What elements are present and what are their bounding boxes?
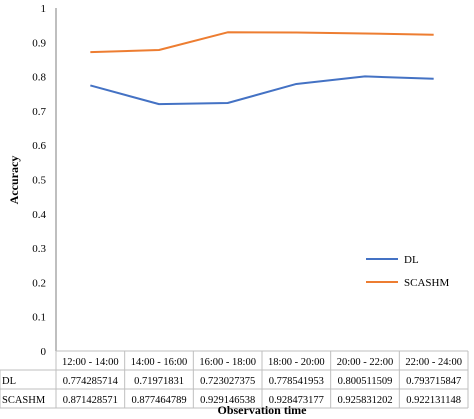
y-tick-label: 1 — [41, 3, 47, 15]
y-tick-label: 0.5 — [32, 175, 46, 187]
y-tick-label: 0.3 — [32, 243, 46, 255]
y-tick-label: 0.4 — [32, 209, 46, 221]
table-cell-value: 0.929146538 — [200, 395, 255, 406]
table-row-label: DL — [2, 376, 16, 387]
table-cell-value: 0.877464789 — [131, 395, 186, 406]
y-tick-labels: 0 0.1 0.2 0.3 0.4 0.5 0.6 0.7 0.8 0.9 1 — [32, 3, 46, 358]
table-cell-value: 0.71971831 — [134, 376, 184, 387]
x-category-label: 12:00 - 14:00 — [62, 357, 119, 368]
legend-label: SCASHM — [404, 277, 449, 289]
y-axis-title: Accuracy — [7, 156, 21, 205]
table-cell-value: 0.723027375 — [200, 376, 255, 387]
x-category-label: 18:00 - 20:00 — [268, 357, 325, 368]
y-tick-label: 0.7 — [32, 106, 46, 118]
table-row-label: SCASHM — [2, 395, 46, 406]
series-lines — [90, 31, 434, 106]
x-category-label: 14:00 - 16:00 — [131, 357, 188, 368]
table-cell-value: 0.925831202 — [337, 395, 392, 406]
table-cell-value: 0.928473177 — [269, 395, 324, 406]
table-cell-value: 0.778541953 — [269, 376, 324, 387]
x-category-label: 20:00 - 22:00 — [337, 357, 394, 368]
y-tick-label: 0.9 — [32, 37, 46, 49]
y-tick-label: 0.6 — [32, 140, 46, 152]
series-line-scashm — [90, 31, 434, 54]
table-cell-value: 0.800511509 — [338, 376, 393, 387]
data-table: 12:00 - 14:00 14:00 - 16:00 16:00 - 18:00 1… — [0, 350, 469, 409]
y-tick-label: 0.8 — [32, 72, 46, 84]
table-cell-value: 0.793715847 — [406, 376, 461, 387]
x-category-label: 22:00 - 24:00 — [405, 357, 462, 368]
series-line-dl — [90, 75, 434, 106]
x-category-label: 16:00 - 18:00 — [199, 357, 256, 368]
y-tick-label: 0.2 — [32, 277, 46, 289]
y-tick-label: 0.1 — [32, 312, 46, 324]
table-cell-value: 0.774285714 — [63, 376, 119, 387]
x-axis-title: Observation time — [218, 403, 308, 417]
legend-label: DL — [404, 254, 419, 266]
table-cell-value: 0.871428571 — [63, 395, 118, 406]
legend: DL SCASHM — [366, 254, 449, 289]
table-cell-value: 0.922131148 — [406, 395, 461, 406]
y-tick-label: 0 — [41, 346, 47, 358]
